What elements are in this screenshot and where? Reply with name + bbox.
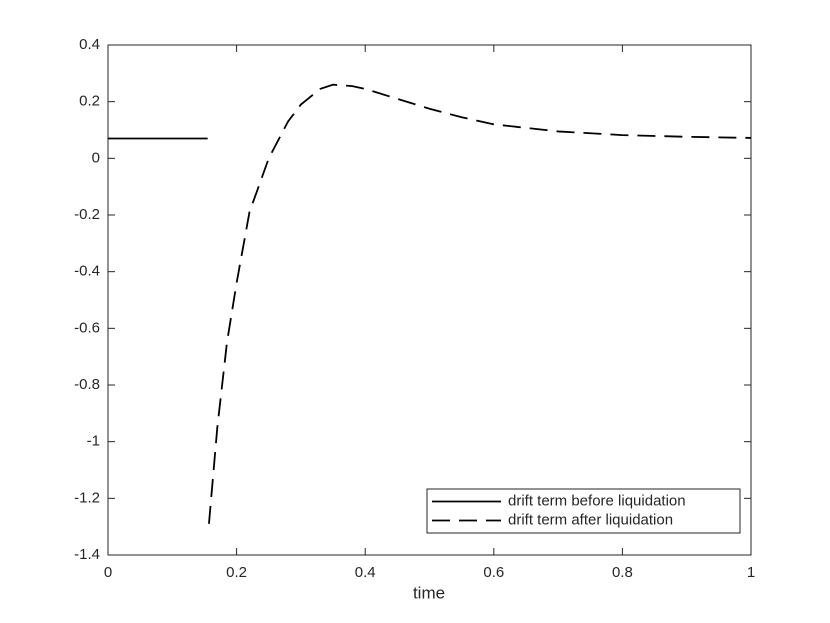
y-tick-label: -0.6 [74,319,100,336]
y-tick-label: 0.4 [79,36,100,53]
y-tick-label: 0.2 [79,93,100,110]
y-tick-label: -1 [87,433,100,450]
y-tick-label: -0.4 [74,263,100,280]
x-tick-label: 0.8 [612,564,633,581]
plot-area [107,44,752,556]
y-tick-label: -0.8 [74,376,100,393]
legend-label: drift term before liquidation [508,492,686,509]
x-tick-label: 0.2 [226,564,247,581]
y-tick-label: -0.2 [74,206,100,223]
y-tick-label: -1.2 [74,489,100,506]
legend [426,488,741,534]
x-tick-label: 0 [104,564,112,581]
legend-label: drift term after liquidation [508,511,673,528]
x-tick-label: 0.6 [483,564,504,581]
x-axis-label: time [413,583,445,602]
series-line [208,83,752,524]
y-tick-label: 0 [92,149,100,166]
x-tick-label: 0.4 [355,564,376,581]
y-tick-label: -1.4 [74,546,100,563]
x-tick-label: 1 [747,564,755,581]
